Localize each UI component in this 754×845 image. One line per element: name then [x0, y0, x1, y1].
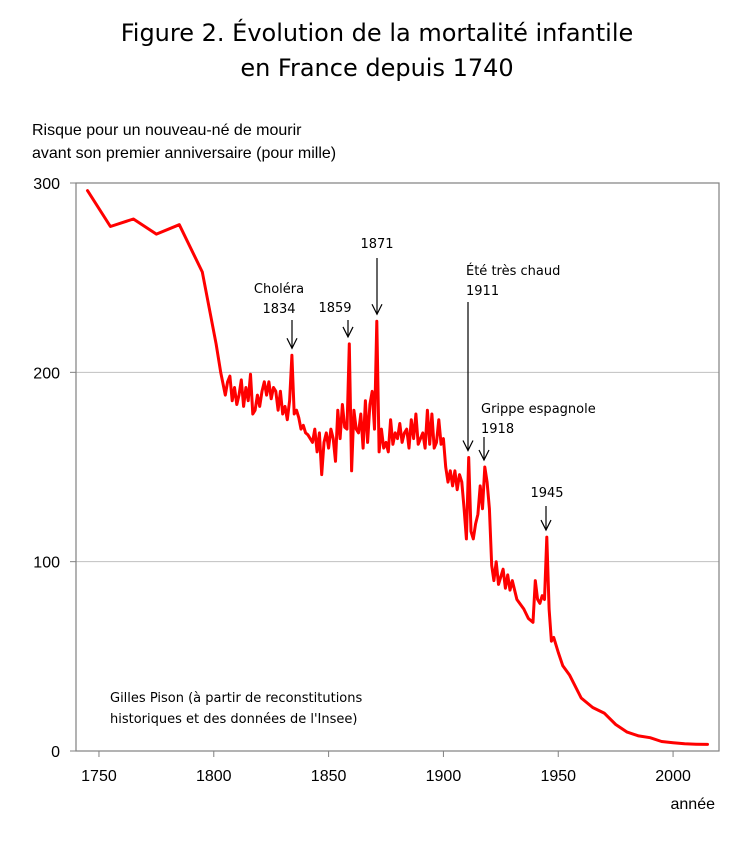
annotation-1834-arrow-icon	[286, 338, 298, 350]
gridlines	[76, 371, 719, 563]
y-axis-label-line-1: Risque pour un nouveau-né de mourir	[32, 122, 302, 139]
source-credit: Gilles Pison (à partir de reconstitution…	[110, 691, 362, 727]
annotation-1834: Choléra 1834	[254, 282, 304, 350]
y-tick-label-300: 300	[33, 176, 60, 193]
annotation-1918: Grippe espagnole 1918	[478, 402, 596, 462]
x-tick-label-1950: 1950	[540, 768, 576, 785]
x-tick-label-1800: 1800	[196, 768, 232, 785]
annotation-1871: 1871	[360, 237, 394, 316]
x-axis-label: année	[671, 796, 716, 813]
x-tick-label-1750: 1750	[81, 768, 117, 785]
annotation-1859-text-1: 1859	[318, 301, 351, 316]
annotations: Choléra 1834 1859 1871 Été très chaud 1911 Gri…	[254, 237, 596, 532]
annotation-1911-arrow-icon	[462, 440, 474, 452]
plot-frame	[75, 182, 720, 752]
y-axis-ticks: 0 100 200 300	[33, 176, 76, 761]
y-axis-label-line-2: avant son premier anniversaire (pour mil…	[32, 145, 337, 162]
credit-line-1: Gilles Pison (à partir de reconstitution…	[110, 691, 362, 706]
annotation-1859-arrow-icon	[342, 326, 354, 339]
annotation-1911-text-2: 1911	[466, 284, 499, 299]
x-tick-label-1850: 1850	[311, 768, 347, 785]
y-tick-label-0: 0	[51, 744, 60, 761]
title-line-2: en France depuis 1740	[240, 54, 514, 82]
annotation-1945-text-1: 1945	[530, 486, 563, 501]
annotation-1859: 1859	[318, 301, 354, 339]
annotation-1834-text-1: Choléra	[254, 282, 304, 297]
annotation-1871-arrow-icon	[371, 303, 383, 316]
annotation-1911-text-1: Été très chaud	[466, 263, 560, 279]
x-tick-label-1900: 1900	[426, 768, 462, 785]
y-axis-label: Risque pour un nouveau-né de mourir avan…	[32, 119, 336, 165]
annotation-1911: Été très chaud 1911	[462, 263, 560, 452]
x-tick-label-2000: 2000	[655, 768, 691, 785]
chart-title: Figure 2. Évolution de la mortalité infa…	[0, 16, 754, 86]
annotation-1918-text-2: 1918	[481, 422, 514, 437]
annotation-1871-text-1: 1871	[360, 237, 393, 252]
annotation-1918-arrow-icon	[478, 449, 490, 462]
y-tick-label-200: 200	[33, 365, 60, 382]
x-axis-ticks: 1750 1800 1850 1900 1950 2000	[81, 751, 691, 785]
credit-line-2: historiques et des données de l'Insee)	[110, 712, 357, 727]
annotation-1945: 1945	[530, 486, 564, 532]
annotation-1918-text-1: Grippe espagnole	[481, 402, 596, 417]
title-line-1: Figure 2. Évolution de la mortalité infa…	[120, 19, 634, 47]
annotation-1945-arrow-icon	[540, 519, 552, 532]
annotation-1834-text-2: 1834	[262, 302, 295, 317]
y-tick-label-100: 100	[33, 555, 60, 572]
series-line-mortalite-infantile	[86, 189, 709, 746]
